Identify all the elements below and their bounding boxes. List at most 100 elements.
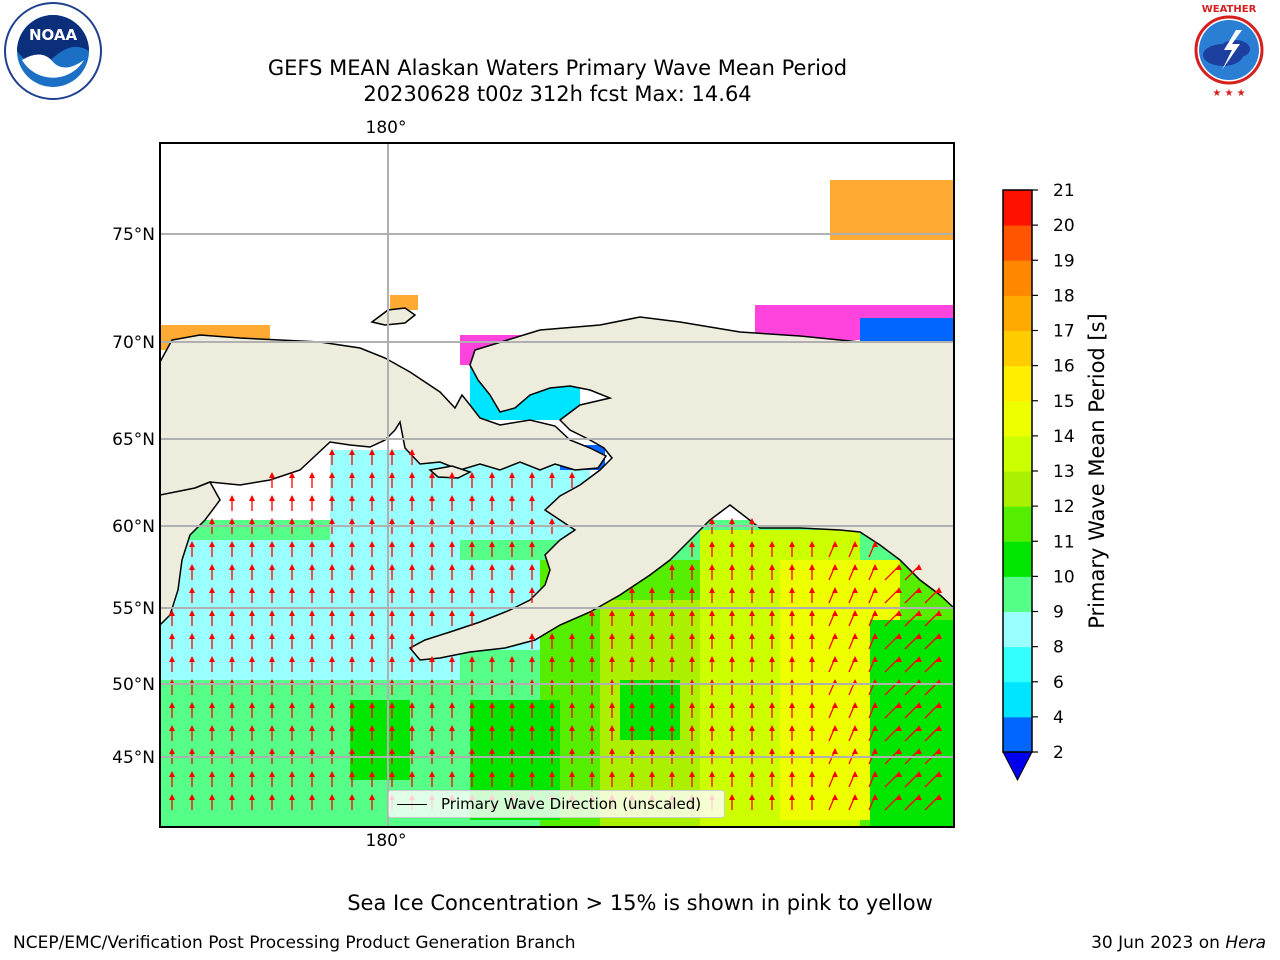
wave-arrowhead <box>209 610 215 616</box>
colorbar-segment <box>1003 646 1032 683</box>
wave-arrowhead <box>749 748 755 754</box>
wave-arrowhead <box>369 472 375 478</box>
wave-arrow <box>924 588 940 604</box>
wave-arrowhead <box>729 794 735 800</box>
wave-arrowhead <box>709 587 715 593</box>
wave-arrowhead <box>369 702 375 708</box>
wave-arrowhead <box>749 656 755 662</box>
wave-arrowhead <box>936 633 942 639</box>
wave-arrowhead <box>896 748 902 754</box>
wave-arrowhead <box>529 495 535 501</box>
wave-arrowhead <box>369 725 375 731</box>
wave-arrowhead <box>209 748 215 754</box>
wave-arrowhead <box>169 794 175 800</box>
wave-arrowhead <box>369 518 375 524</box>
wave-arrowhead <box>449 725 455 731</box>
wave-arrowhead <box>209 564 215 570</box>
wave-arrowhead <box>809 564 815 570</box>
graticule <box>160 143 954 827</box>
wave-arrowhead <box>936 587 942 593</box>
wave-arrowhead <box>832 702 838 708</box>
wave-arrowhead <box>329 702 335 708</box>
wave-arrowhead <box>769 725 775 731</box>
wave-arrowhead <box>429 518 435 524</box>
wave-arrowhead <box>369 771 375 777</box>
wave-arrowhead <box>669 587 675 593</box>
colorbar-tick-label: 4 <box>1053 708 1064 728</box>
wave-arrowhead <box>709 702 715 708</box>
wave-arrowhead <box>409 633 415 639</box>
wave-arrowhead <box>769 702 775 708</box>
wave-arrowhead <box>629 656 635 662</box>
map-title: GEFS MEAN Alaskan Waters Primary Wave Me… <box>267 56 848 80</box>
wave-arrowhead <box>809 541 815 547</box>
wave-arrowhead <box>936 725 942 731</box>
wave-arrowhead <box>169 702 175 708</box>
colorbar-segment <box>1003 260 1032 296</box>
wave-arrowhead <box>249 564 255 570</box>
wave-arrowhead <box>289 610 295 616</box>
wave-arrowhead <box>369 656 375 662</box>
lat-label: 70°N <box>112 333 155 353</box>
wave-arrowhead <box>189 702 195 708</box>
wave-arrowhead <box>872 725 878 731</box>
colorbar-tick-label: 15 <box>1053 392 1075 412</box>
wave-arrowhead <box>169 656 175 662</box>
wave-arrowhead <box>409 748 415 754</box>
wave-arrowhead <box>916 610 922 616</box>
colorbar-segment <box>1003 190 1032 226</box>
wave-arrowhead <box>369 610 375 616</box>
wave-arrowhead <box>649 771 655 777</box>
wave-arrowhead <box>689 610 695 616</box>
sea-ice-region <box>390 295 418 310</box>
wave-arrowhead <box>489 748 495 754</box>
wave-arrowhead <box>329 541 335 547</box>
colorbar-segment <box>1003 400 1032 437</box>
wave-arrowhead <box>289 633 295 639</box>
lat-label: 65°N <box>112 430 155 450</box>
noaa-logo: NOAA <box>4 2 102 100</box>
wave-arrowhead <box>569 633 575 639</box>
wave-arrowhead <box>669 725 675 731</box>
wave-arrowhead <box>309 587 315 593</box>
colorbar-tick-label: 2 <box>1053 743 1064 763</box>
wave-arrowhead <box>749 633 755 639</box>
wave-arrowhead <box>549 518 555 524</box>
wave-arrowhead <box>329 794 335 800</box>
wave-arrowhead <box>249 656 255 662</box>
wave-arrowhead <box>609 702 615 708</box>
wave-arrowhead <box>209 656 215 662</box>
wave-arrowhead <box>629 610 635 616</box>
wave-arrowhead <box>389 495 395 501</box>
wave-arrowhead <box>569 656 575 662</box>
wave-arrowhead <box>429 541 435 547</box>
wave-arrowhead <box>489 771 495 777</box>
wave-arrowhead <box>229 725 235 731</box>
wave-arrowhead <box>209 794 215 800</box>
lat-label: 50°N <box>112 675 155 695</box>
wave-arrowhead <box>529 518 535 524</box>
wave-arrowhead <box>896 610 902 616</box>
colorbar-tick-label: 10 <box>1053 567 1075 587</box>
wave-arrowhead <box>309 518 315 524</box>
colorbar-tick-label: 19 <box>1053 251 1075 271</box>
wave-arrowhead <box>249 748 255 754</box>
wave-arrow <box>924 611 940 627</box>
wave-arrowhead <box>896 702 902 708</box>
wave-arrowhead <box>729 771 735 777</box>
wave-arrowhead <box>329 610 335 616</box>
wave-arrowhead <box>509 564 515 570</box>
wave-arrowhead <box>389 472 395 478</box>
wave-arrowhead <box>589 702 595 708</box>
wave-arrowhead <box>169 725 175 731</box>
wave-arrowhead <box>249 794 255 800</box>
wave-arrowhead <box>449 564 455 570</box>
wave-arrowhead <box>289 472 295 478</box>
wave-arrowhead <box>809 633 815 639</box>
wave-arrowhead <box>629 725 635 731</box>
wave-arrowhead <box>749 564 755 570</box>
map-legend: Primary Wave Direction (unscaled) <box>388 790 725 818</box>
wave-arrowhead <box>769 771 775 777</box>
wave-direction-arrows <box>169 449 942 811</box>
wave-arrowhead <box>309 702 315 708</box>
